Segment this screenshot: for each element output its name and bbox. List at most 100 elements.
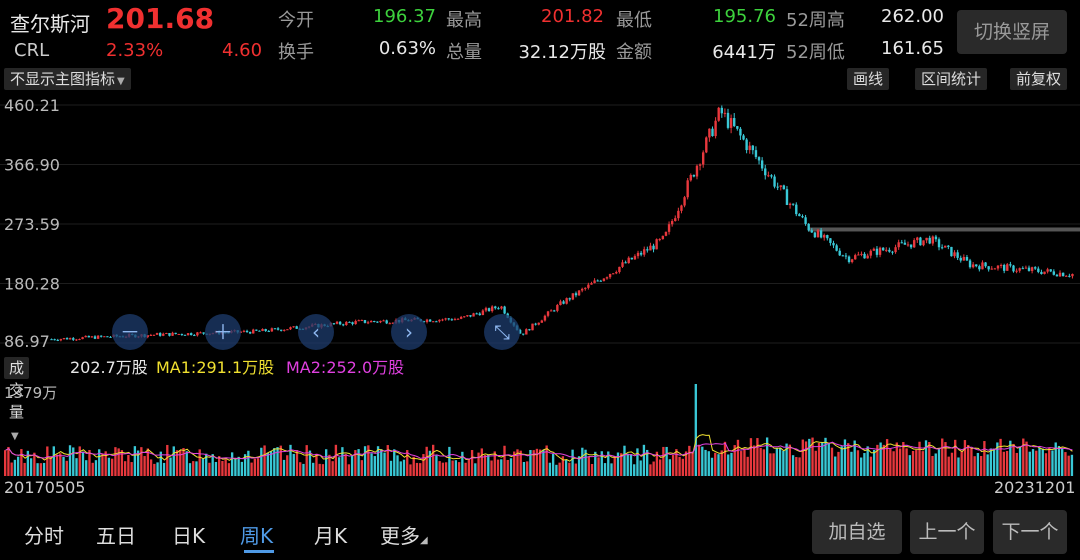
amount-value: 6441万 xyxy=(712,42,776,63)
candle xyxy=(292,326,295,328)
volume-chart[interactable]: 1379万 xyxy=(0,380,1080,476)
chevron-left-icon[interactable]: ‹ xyxy=(298,314,334,350)
volume-bar xyxy=(960,451,963,476)
candle xyxy=(726,108,730,130)
indicator-dropdown[interactable]: 不显示主图指标 ▼ xyxy=(4,68,131,90)
volume-bar xyxy=(273,448,276,476)
candle xyxy=(1043,271,1046,275)
candle xyxy=(636,250,640,259)
candle xyxy=(342,323,345,327)
tab-weekly-k[interactable]: 周K xyxy=(240,524,274,548)
volume-bar xyxy=(412,456,415,476)
candle xyxy=(984,262,987,268)
volume-bar xyxy=(717,454,720,476)
candle xyxy=(971,262,975,269)
volume-bar xyxy=(529,449,532,476)
volume-bar xyxy=(921,451,924,476)
candle xyxy=(53,338,56,341)
volume-bar xyxy=(470,450,474,476)
candle xyxy=(615,270,618,275)
tab-daily-k[interactable]: 日K xyxy=(172,524,206,548)
chevron-right-icon[interactable]: › xyxy=(391,314,427,350)
volume-bar xyxy=(1048,447,1051,476)
open-value: 196.37 xyxy=(373,6,436,27)
volume-bar xyxy=(967,445,970,476)
range-stat-button[interactable]: 区间统计 xyxy=(915,68,988,90)
next-button[interactable]: 下一个 xyxy=(993,510,1067,554)
candle xyxy=(537,322,540,326)
volume-bar xyxy=(791,455,795,476)
candle xyxy=(484,306,488,313)
candle xyxy=(279,329,283,332)
candle xyxy=(795,202,798,217)
candle xyxy=(891,250,894,255)
volume-bar xyxy=(253,458,257,476)
volume-bar xyxy=(1028,451,1031,476)
candlestick-chart[interactable]: 460.21 366.90 273.59 180.28 86.97 xyxy=(0,95,1080,349)
volume-bar xyxy=(519,450,522,476)
volume-bar xyxy=(808,438,811,476)
candle xyxy=(912,238,916,248)
volume-bar xyxy=(950,452,954,476)
zoom-out-icon[interactable]: － xyxy=(112,314,148,350)
volume-bar xyxy=(652,461,655,476)
candle xyxy=(826,234,829,241)
candle xyxy=(75,338,78,341)
volume-bar xyxy=(432,444,435,476)
tab-more[interactable]: 更多◢ xyxy=(380,520,428,549)
candle xyxy=(962,254,966,261)
candle xyxy=(376,321,379,324)
candle xyxy=(571,293,575,301)
draw-line-button[interactable]: 画线 xyxy=(847,68,890,90)
candle xyxy=(683,195,686,208)
candle xyxy=(428,319,432,322)
candle xyxy=(487,307,491,312)
candle xyxy=(1012,264,1015,273)
candle xyxy=(100,335,103,338)
tab-monthly-k[interactable]: 月K xyxy=(314,524,348,548)
volume-bar xyxy=(127,454,130,476)
tab-intraday[interactable]: 分时 xyxy=(24,524,64,548)
collapse-icon[interactable]: ⤡ xyxy=(484,314,520,350)
candle xyxy=(618,266,621,274)
candle xyxy=(478,312,481,316)
candle xyxy=(757,156,761,165)
volume-bar xyxy=(678,456,681,476)
volume-bar xyxy=(535,448,539,476)
add-watchlist-button[interactable]: 加自选 xyxy=(812,510,902,554)
candle xyxy=(453,317,457,321)
volume-bar xyxy=(568,462,571,476)
candle xyxy=(276,327,280,331)
candle xyxy=(1040,269,1043,275)
volume-bar xyxy=(218,456,221,476)
volume-bar xyxy=(295,450,299,476)
candle xyxy=(155,332,159,335)
candle xyxy=(739,127,742,140)
switch-portrait-button[interactable]: 切换竖屏 xyxy=(957,10,1067,54)
candle xyxy=(981,260,984,270)
tab-five-day[interactable]: 五日 xyxy=(96,524,136,548)
volume-bar xyxy=(642,444,646,476)
zoom-in-icon[interactable]: ＋ xyxy=(205,314,241,350)
candle xyxy=(490,305,494,313)
candle xyxy=(931,235,935,246)
candle xyxy=(283,329,286,332)
volume-bar xyxy=(1067,455,1070,476)
candle xyxy=(748,141,751,154)
candle xyxy=(956,249,959,260)
volume-selector[interactable]: 成交量 ▼ xyxy=(4,357,30,442)
volume-bar xyxy=(626,453,629,476)
previous-button[interactable]: 上一个 xyxy=(910,510,984,554)
volume-bar xyxy=(133,446,137,476)
date-start: 20170505 xyxy=(4,478,86,497)
candle xyxy=(646,246,649,253)
candle xyxy=(643,246,646,257)
candle xyxy=(258,330,261,332)
volume-bar xyxy=(208,462,211,476)
candle xyxy=(1058,270,1062,278)
adjust-button[interactable]: 前复权 xyxy=(1010,68,1068,90)
candle xyxy=(96,335,100,340)
candle xyxy=(863,252,866,259)
volume-bar xyxy=(746,456,749,476)
volume-bar xyxy=(386,445,389,476)
